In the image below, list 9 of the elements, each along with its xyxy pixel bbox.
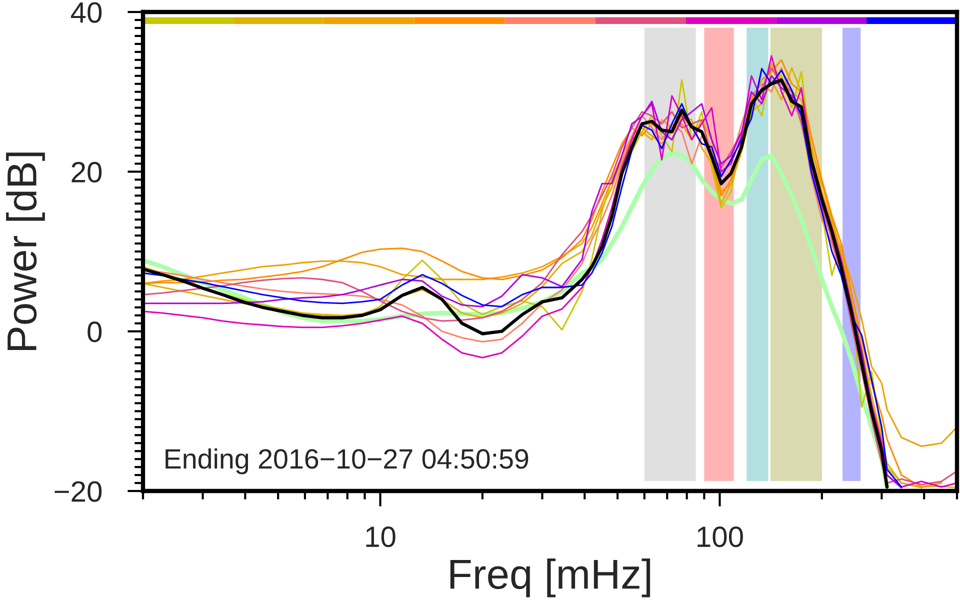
x-axis-title: Freq [mHz] (450, 558, 650, 598)
y-tick-label: −20 (54, 481, 102, 502)
y-tick-label: 20 (72, 162, 102, 183)
x-tick-label: 10 (366, 526, 396, 548)
y-tick-label: 40 (70, 2, 102, 23)
x-tick-label: 100 (698, 526, 743, 548)
y-tick-label: 0 (88, 322, 102, 342)
annotation: Ending 2016−10−27 04:50:59 (166, 448, 528, 474)
y-axis-title: Power [dB] (6, 152, 45, 350)
